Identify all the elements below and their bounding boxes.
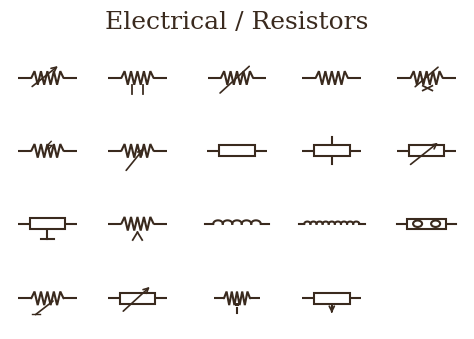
FancyBboxPatch shape [119, 293, 155, 304]
Bar [407, 219, 446, 229]
FancyBboxPatch shape [219, 145, 255, 156]
FancyBboxPatch shape [314, 293, 349, 304]
FancyBboxPatch shape [314, 145, 349, 156]
FancyBboxPatch shape [409, 145, 444, 156]
FancyBboxPatch shape [29, 218, 65, 229]
Text: Electrical / Resistors: Electrical / Resistors [105, 11, 369, 34]
Bar [235, 303, 239, 306]
